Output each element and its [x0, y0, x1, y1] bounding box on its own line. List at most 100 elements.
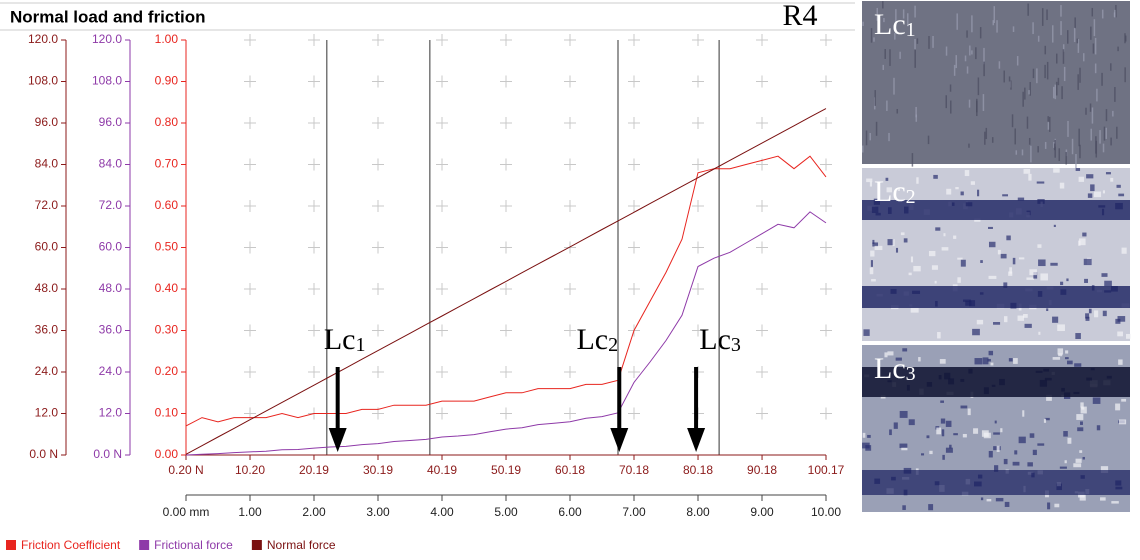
- micrograph-texture: [895, 9, 897, 25]
- micrograph-texture: [1006, 235, 1011, 241]
- micrograph-texture: [883, 17, 885, 23]
- micrograph-label: Lc2: [874, 175, 916, 208]
- micrograph-texture: [940, 400, 944, 403]
- micrograph-texture: [1091, 107, 1094, 124]
- micrograph-texture: [996, 20, 998, 33]
- micrograph-texture: [971, 50, 973, 55]
- micrograph-texture: [960, 191, 964, 196]
- micrograph-texture: [1085, 313, 1090, 319]
- micrograph-texture: [1044, 45, 1047, 55]
- grid-cross: [244, 283, 256, 295]
- micrograph-texture: [1053, 142, 1055, 148]
- micrograph-texture: [1095, 136, 1097, 154]
- micrograph-texture: [1046, 9, 1048, 21]
- micrograph-texture: [1029, 82, 1031, 96]
- grid-cross: [372, 241, 384, 254]
- grid-cross: [564, 241, 576, 254]
- annotation-label: Lc2: [576, 323, 618, 356]
- series-line: [185, 211, 827, 456]
- micrograph-texture: [1016, 56, 1019, 66]
- micrograph-texture: [1022, 410, 1025, 417]
- micrograph-texture: [1101, 72, 1103, 86]
- micrograph-texture: [974, 358, 983, 365]
- grid-cross: [756, 117, 768, 129]
- micrograph-texture: [1101, 9, 1104, 19]
- micrograph-texture: [991, 137, 994, 143]
- micrograph-texture: [1124, 33, 1126, 44]
- micrograph-texture: [871, 278, 876, 282]
- micrograph-texture: [1076, 414, 1084, 420]
- micrograph-texture: [1110, 177, 1114, 182]
- micrograph-texture: [1011, 114, 1014, 128]
- micrograph-texture: [1112, 110, 1114, 117]
- micrograph-texture: [1089, 103, 1092, 112]
- micrograph-texture: [1110, 63, 1112, 71]
- micrograph-texture: [1003, 458, 1008, 465]
- grid-cross: [564, 117, 576, 129]
- micrograph-texture: [1075, 333, 1081, 340]
- y-tick-label: 120.0: [92, 32, 122, 46]
- micrograph-texture: [1029, 433, 1035, 438]
- micrograph-texture: [869, 181, 873, 187]
- grid-cross: [436, 75, 448, 88]
- micrograph-texture: [902, 505, 906, 510]
- annotation-text: Lc: [576, 323, 608, 356]
- micrograph-texture: [1075, 168, 1081, 171]
- grid-cross: [436, 158, 448, 171]
- legend-label: Friction Coefficient: [21, 538, 121, 552]
- x-tick-label: 40.19: [427, 463, 457, 477]
- micrograph-texture: [1012, 26, 1015, 33]
- grid-cross: [436, 407, 448, 420]
- micrograph-texture: [1065, 152, 1067, 165]
- micrograph-texture: [1090, 26, 1092, 40]
- grid-cross: [244, 34, 256, 46]
- micrograph-texture: [862, 21, 864, 26]
- micrograph-texture: [1059, 182, 1065, 189]
- micrograph-texture: [1056, 53, 1058, 64]
- micrograph-texture: [1024, 323, 1032, 328]
- grid-cross: [500, 324, 512, 337]
- micrograph-texture: [1008, 271, 1013, 276]
- x-tick-label: 5.00: [494, 505, 518, 519]
- micrograph-texture: [1118, 359, 1123, 365]
- micrograph-texture: [953, 433, 958, 436]
- micrograph-texture: [1082, 456, 1085, 460]
- grid-cross: [372, 324, 384, 337]
- micrograph-texture: [1110, 137, 1112, 146]
- x-tick-label: 70.18: [619, 463, 649, 477]
- scratch-edge: [862, 470, 1130, 495]
- grid-cross: [692, 324, 704, 337]
- x-tick-label: 8.00: [686, 505, 710, 519]
- grid-cross: [500, 407, 512, 420]
- micrograph-texture: [876, 7, 879, 21]
- grid-cross: [756, 34, 768, 46]
- micrograph-texture: [1065, 357, 1069, 360]
- micrograph-texture: [1038, 259, 1046, 267]
- micrograph-texture: [869, 267, 874, 275]
- grid-cross: [820, 117, 832, 129]
- micrograph-texture: [862, 145, 864, 153]
- annotation-sub: 1: [356, 334, 366, 356]
- micrograph-texture: [982, 357, 989, 365]
- micrograph-texture: [1037, 443, 1045, 446]
- micrograph-texture: [1032, 68, 1035, 79]
- micrograph-texture: [973, 428, 979, 434]
- micrograph-texture: [998, 61, 1001, 69]
- micrograph-texture: [896, 108, 899, 114]
- micrograph-texture: [895, 357, 902, 361]
- micrograph-texture: [916, 38, 919, 44]
- micrograph-texture: [985, 127, 988, 140]
- micrograph-texture: [893, 77, 895, 95]
- micrograph-texture: [913, 265, 921, 272]
- y-tick-label: 0.00: [155, 447, 179, 461]
- micrograph-texture: [863, 329, 870, 336]
- micrograph-texture: [1079, 494, 1086, 501]
- micrograph-texture: [1053, 168, 1060, 173]
- y-tick-label: 108.0: [28, 74, 58, 88]
- grid-cross: [372, 34, 384, 46]
- y-tick-label: 12.0: [99, 406, 123, 420]
- micrograph-texture: [1018, 257, 1025, 260]
- grid-cross: [692, 200, 704, 212]
- micrograph-texture: [1080, 406, 1087, 414]
- micrograph-texture: [1083, 258, 1092, 266]
